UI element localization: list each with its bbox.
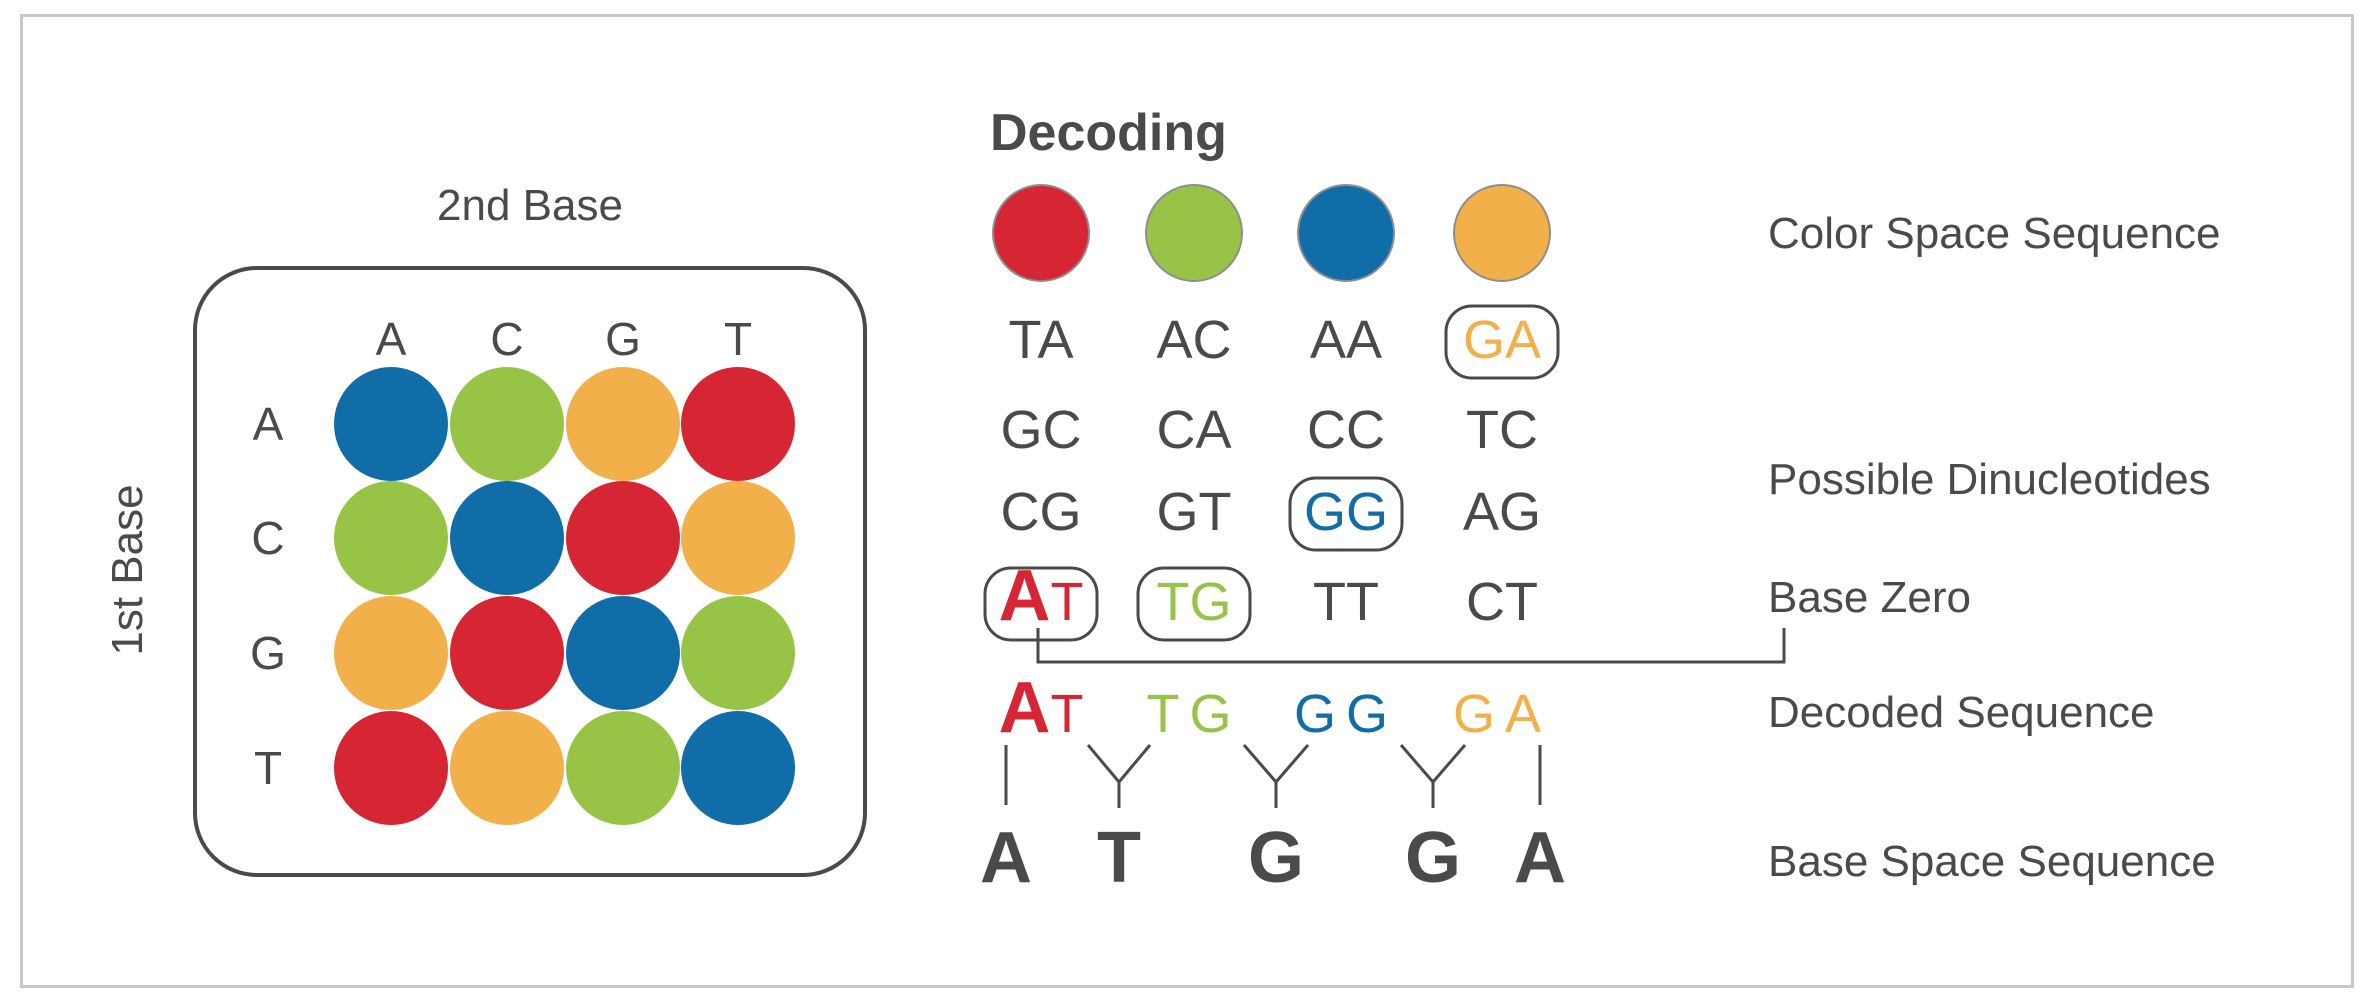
label-base-zero: Base Zero	[1768, 573, 1971, 622]
label-color-space-sequence: Color Space Sequence	[1768, 209, 2221, 258]
decoded-pair-1: AT	[999, 668, 1084, 748]
matrix-cell-gc	[450, 596, 564, 710]
matrix-row-labels: A C G T	[250, 398, 286, 794]
decoded-pair-2: TG	[1147, 684, 1242, 744]
matrix-cell-ct	[681, 481, 795, 595]
dinucleotide-ca: CA	[1156, 400, 1231, 460]
matrix-cell-ag	[566, 367, 680, 481]
row-label-g: G	[250, 627, 286, 679]
dinucleotide-cc: CC	[1307, 400, 1385, 460]
label-decoded-sequence: Decoded Sequence	[1768, 688, 2155, 737]
selected-dinucleotide-box	[983, 566, 1099, 642]
dinucleotide-ac: AC	[1156, 310, 1231, 370]
matrix-cell-tc	[450, 711, 564, 825]
decoded-sequence: AT TG GG GA	[999, 668, 1551, 748]
dinucleotide-tc: TC	[1466, 400, 1538, 460]
color-space-dot-2	[1145, 184, 1243, 282]
dinucleotide-cg: CG	[1001, 482, 1082, 542]
link-merge-left	[1242, 744, 1278, 783]
label-possible-dinucleotides: Possible Dinucleotides	[1768, 455, 2211, 504]
dinucleotide-tg: TG	[1157, 572, 1232, 632]
dinucleotide-ta: TA	[1009, 310, 1074, 370]
decoded-pair-3: GG	[1294, 684, 1398, 744]
selected-dinucleotide-box	[1288, 476, 1404, 552]
dinucleotide-at: AT	[999, 556, 1084, 636]
matrix-cell-cc	[450, 481, 564, 595]
link-merge-right	[1274, 744, 1310, 783]
matrix-cell-ga	[334, 596, 448, 710]
link-merge-left	[1086, 744, 1121, 783]
dinucleotide-tt: TT	[1313, 572, 1379, 632]
dinucleotide-ag: AG	[1463, 482, 1541, 542]
decoded-to-base-links	[1004, 744, 1542, 808]
dinucleotide-ct: CT	[1466, 572, 1538, 632]
base-zero-connector	[1036, 628, 1786, 664]
decoding-title: Decoding	[990, 104, 1227, 162]
dinucleotide-gg: GG	[1304, 482, 1388, 542]
column-label-a: A	[376, 313, 407, 365]
matrix-box	[193, 266, 867, 877]
link-merge-left	[1399, 744, 1435, 783]
row-label-t: T	[254, 742, 282, 794]
dinucleotide-gt: GT	[1157, 482, 1232, 542]
figure-frame	[20, 14, 2354, 988]
decoded-second-letter: T	[1051, 684, 1084, 744]
matrix-cells	[334, 367, 795, 825]
matrix-cell-aa	[334, 367, 448, 481]
label-base-space-sequence: Base Space Sequence	[1768, 837, 2216, 886]
link-merge-right	[1431, 744, 1467, 783]
second-base-label: 2nd Base	[437, 181, 623, 230]
matrix-cell-tt	[681, 711, 795, 825]
encoding-matrix: 2nd Base 1st Base A C G T A C G T	[103, 181, 867, 877]
matrix-cell-gg	[566, 596, 680, 710]
base-zero-letter: A	[999, 556, 1051, 636]
decoded-pair-4: GA	[1453, 684, 1551, 744]
column-label-g: G	[605, 313, 641, 365]
link-merge-right	[1117, 744, 1152, 783]
dinucleotide-second-letter: T	[1051, 572, 1084, 632]
matrix-cell-ac	[450, 367, 564, 481]
base-space-5: A	[1514, 818, 1566, 898]
first-base-label: 1st Base	[103, 484, 152, 655]
selected-dinucleotide-box	[1136, 566, 1252, 642]
color-space-sequence	[992, 184, 1551, 282]
base-space-2: T	[1097, 818, 1141, 898]
base-space-3: G	[1248, 818, 1304, 898]
matrix-cell-gt	[681, 596, 795, 710]
column-label-t: T	[724, 313, 752, 365]
matrix-cell-tg	[566, 711, 680, 825]
dinucleotide-gc: GC	[1001, 400, 1082, 460]
base-space-4: G	[1405, 818, 1461, 898]
color-space-dot-1	[992, 184, 1090, 282]
matrix-cell-ta	[334, 711, 448, 825]
base-zero-connector-line	[1036, 628, 1786, 664]
decoded-base-zero-letter: A	[999, 668, 1051, 748]
selected-dinucleotide-box	[1444, 304, 1560, 380]
row-label-c: C	[251, 512, 284, 564]
color-space-dot-3	[1297, 184, 1395, 282]
matrix-cell-ca	[334, 481, 448, 595]
dinucleotide-aa: AA	[1310, 310, 1382, 370]
matrix-cell-at	[681, 367, 795, 481]
base-space-1: A	[980, 818, 1032, 898]
row-label-a: A	[253, 398, 284, 450]
dinucleotide-ga: GA	[1463, 310, 1541, 370]
possible-dinucleotides-grid: TA AC AA GA GC CA CC TC CG GT GG AG AT TG TT CT	[983, 304, 1560, 642]
column-label-c: C	[490, 313, 523, 365]
row-labels: Color Space Sequence Possible Dinucleoti…	[1768, 209, 2221, 886]
color-space-dot-4	[1453, 184, 1551, 282]
matrix-cell-cg	[566, 481, 680, 595]
